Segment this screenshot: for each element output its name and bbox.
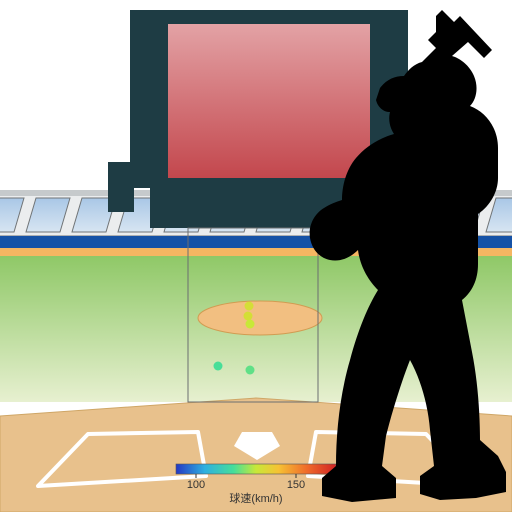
speed-tick-label: 100 [187, 479, 205, 491]
chart-overlay: 100 150 球速(km/h) [0, 0, 512, 512]
speed-colorbar [176, 464, 336, 474]
pitch-location-chart: 100 150 球速(km/h) [0, 0, 512, 512]
speed-tick-label: 150 [287, 479, 305, 491]
pitch-marker [246, 320, 255, 329]
strike-zone [188, 228, 318, 402]
speed-axis-label: 球速(km/h) [229, 491, 282, 505]
pitch-marker [245, 302, 254, 311]
pitch-marker [214, 362, 223, 371]
pitch-marker [246, 366, 255, 375]
batter-silhouette [310, 10, 506, 502]
pitch-marker [244, 312, 253, 321]
